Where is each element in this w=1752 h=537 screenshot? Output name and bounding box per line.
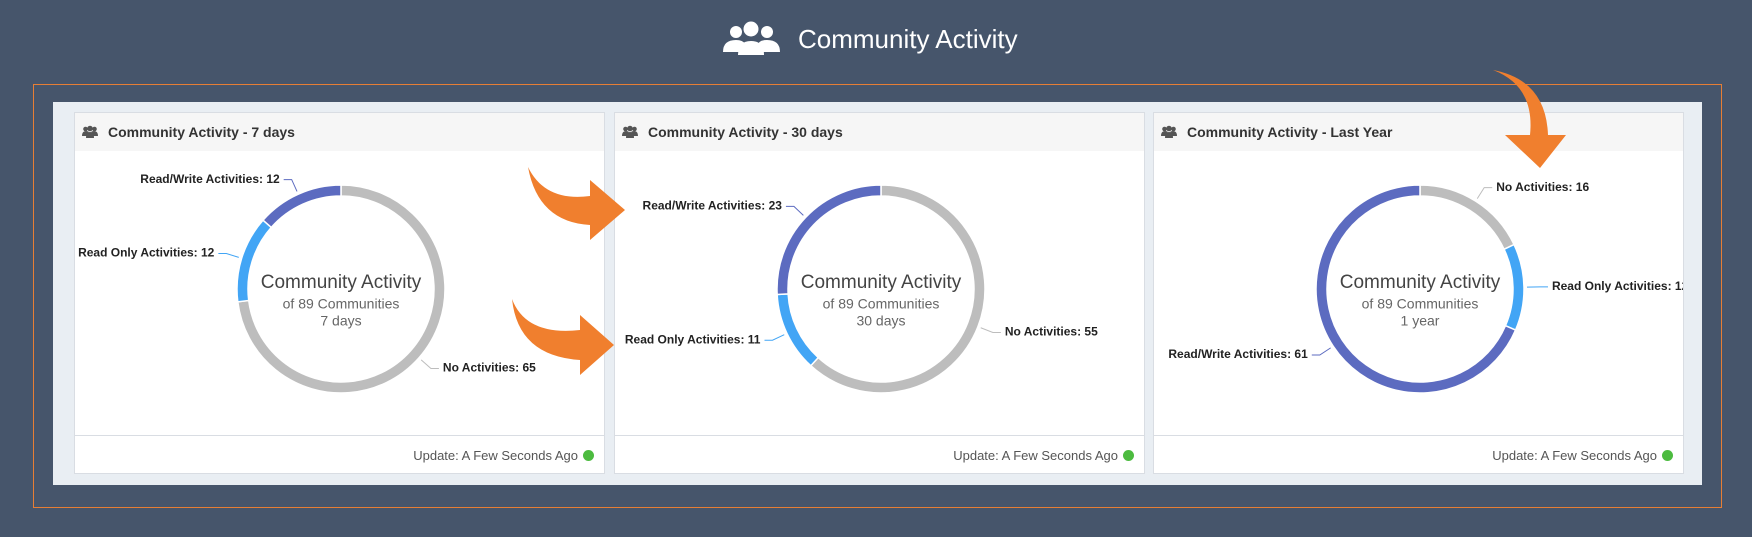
donut-segment [776,293,820,367]
data-label: Read Only Activities: 12 [1552,279,1684,293]
donut-chart: No Activities: 16 Read Only Activities: 1… [1168,180,1684,394]
center-period: 7 days [320,313,361,329]
leader-line [980,327,1001,333]
status-dot [583,450,594,461]
card-title: Community Activity - Last Year [1187,124,1393,140]
group-icon [723,21,780,55]
page-header: Community Activity [723,21,1018,55]
card-footer: Update: A Few Seconds Ago [75,435,604,473]
update-status: Update: A Few Seconds Ago [953,448,1118,463]
leader-line [420,359,439,369]
data-label: No Activities: 65 [443,361,536,375]
card-header: Community Activity - 30 days [615,113,1144,151]
leader-line [1476,187,1493,199]
card-header: Community Activity - Last Year [1154,113,1683,151]
center-title: Community Activity [261,272,422,293]
center-subtitle: of 89 Communities [823,296,940,312]
page-title: Community Activity [798,24,1018,54]
card-footer: Update: A Few Seconds Ago [615,435,1144,473]
donut-segment [1419,184,1516,251]
group-icon [622,125,638,138]
donut-segment [1315,184,1517,394]
card-title: Community Activity - 30 days [648,124,843,140]
center-title: Community Activity [801,272,962,293]
donut-segment [1503,243,1525,332]
leader-line [218,253,239,258]
update-status: Update: A Few Seconds Ago [1492,448,1657,463]
group-icon [82,125,98,138]
data-label: No Activities: 16 [1496,180,1589,194]
group-icon [1161,125,1177,138]
data-label: Read/Write Activities: 12 [140,172,280,186]
widget-card: Community Activity - Last Year No Activit… [1153,112,1684,474]
card-footer: Update: A Few Seconds Ago [1154,435,1683,473]
center-subtitle: of 89 Communities [283,296,400,312]
highlight-frame [33,84,1722,508]
center-period: 1 year [1401,313,1440,329]
center-title: Community Activity [1340,272,1501,293]
data-label: No Activities: 55 [1005,325,1098,339]
donut-segment [776,184,882,296]
data-label: Read Only Activities: 12 [78,246,215,260]
donut-chart: No Activities: 55 Read Only Activities: 1… [625,184,1098,394]
data-label: Read/Write Activities: 61 [1168,347,1308,361]
leader-line [764,334,785,341]
leader-line [785,205,804,216]
leader-line [283,179,298,192]
leader-line [1311,347,1331,356]
data-label: Read/Write Activities: 23 [643,199,783,213]
donut-chart: No Activities: 65 Read Only Activities: 1… [78,172,536,394]
data-label: Read Only Activities: 11 [625,332,761,346]
widget-card: Community Activity - 30 days No Activitie… [614,112,1145,474]
status-dot [1123,450,1134,461]
card-title: Community Activity - 7 days [108,124,295,140]
status-dot [1662,450,1673,461]
update-status: Update: A Few Seconds Ago [413,448,578,463]
donut-segment [262,184,342,229]
center-period: 30 days [856,313,905,329]
center-subtitle: of 89 Communities [1362,296,1479,312]
widget-card: Community Activity - 7 days No Activities… [74,112,605,474]
card-header: Community Activity - 7 days [75,113,604,151]
